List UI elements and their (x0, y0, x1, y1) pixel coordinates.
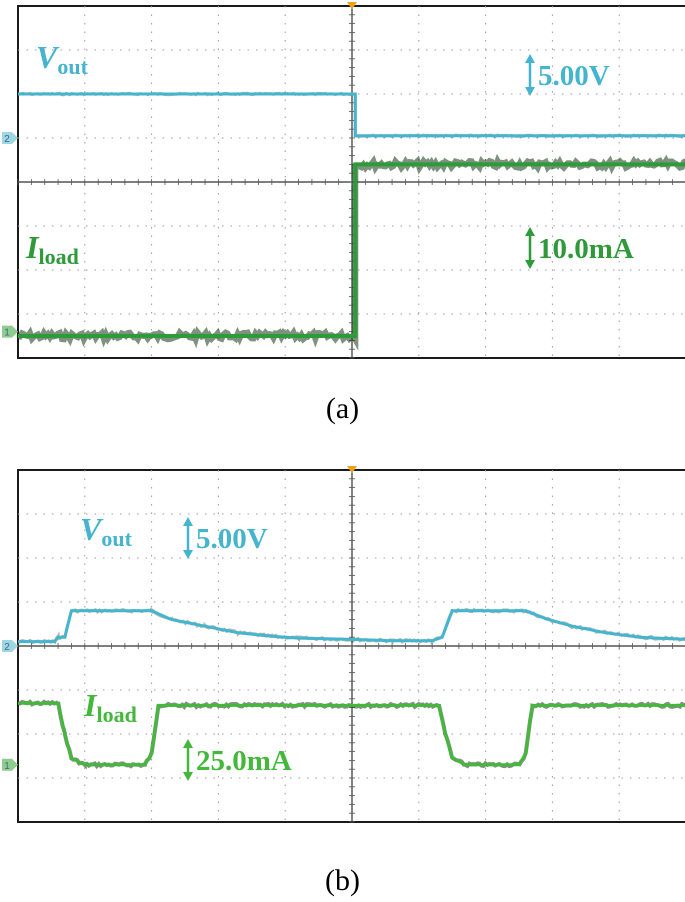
trace-line-vout (18, 609, 685, 644)
scope-grid (17, 469, 685, 823)
scale-arrow-down (183, 550, 193, 559)
series-label-subscript: out (57, 54, 88, 79)
channel-marker-shape (2, 758, 18, 771)
scale-vout: 5.00V (525, 54, 610, 96)
series-vout (17, 607, 685, 645)
oscilloscope-panel-b: 2 1 Vout Iload 5.00V 25.0mA (b) (0, 462, 685, 902)
series-iload (17, 699, 685, 770)
scale-iload: 10.0mA (525, 227, 634, 269)
scale-arrow-down (183, 772, 193, 781)
series-vout (17, 91, 685, 139)
series-label-symbol: I (25, 229, 40, 265)
trigger-marker (347, 466, 357, 473)
series-label-iload: Iload (25, 229, 79, 269)
series-label-subscript: load (38, 244, 78, 269)
scale-arrow-up (525, 227, 535, 236)
channel-marker-shape (2, 325, 18, 338)
scope-screen-b: 2 1 Vout Iload 5.00V 25.0mA (2, 466, 685, 823)
scale-arrow-up (183, 517, 193, 526)
channel-marker-shape (2, 640, 18, 652)
channel-marker-label: 2 (4, 134, 10, 145)
caption-a: (a) (325, 392, 360, 425)
scale-vout: 5.00V (183, 517, 268, 559)
scale-value-vout: 5.00V (538, 60, 610, 92)
series-label-symbol: V (80, 511, 104, 547)
trace-line-iload (18, 701, 685, 767)
scale-arrow-up (525, 54, 535, 63)
scope-grid (17, 5, 685, 359)
series-label-vout: Vout (36, 39, 89, 79)
channel-marker-2: 2 (2, 640, 18, 653)
oscilloscope-panel-a: 2 1 Vout Iload 5.00V 10.0mA (a) (0, 0, 685, 430)
scale-value-iload: 25.0mA (196, 745, 292, 777)
channel-marker-label: 1 (4, 761, 10, 772)
series-label-subscript: load (96, 702, 136, 727)
channel-marker-shape (2, 132, 18, 144)
caption-b: (b) (325, 864, 360, 897)
channel-marker-2: 2 (2, 132, 18, 145)
series-label-vout: Vout (80, 511, 133, 551)
trace-line-vout (18, 92, 685, 138)
channel-marker-1: 1 (2, 758, 18, 772)
scale-value-vout: 5.00V (196, 523, 268, 555)
series-label-symbol: I (83, 687, 98, 723)
scope-screen-a: 2 1 Vout Iload 5.00V 10.0mA (2, 2, 685, 359)
series-label-iload: Iload (83, 687, 137, 727)
channel-marker-label: 1 (4, 328, 10, 339)
series-label-subscript: out (101, 526, 132, 551)
scale-arrow-down (525, 260, 535, 269)
trigger-marker (347, 2, 357, 9)
scale-arrow-up (183, 739, 193, 748)
scale-value-iload: 10.0mA (538, 233, 634, 265)
channel-marker-label: 2 (4, 642, 10, 653)
series-iload (17, 153, 685, 351)
trace-line-iload (18, 162, 685, 338)
scale-iload: 25.0mA (183, 739, 292, 781)
series-label-symbol: V (36, 39, 60, 75)
scale-arrow-down (525, 87, 535, 96)
channel-marker-1: 1 (2, 325, 18, 339)
